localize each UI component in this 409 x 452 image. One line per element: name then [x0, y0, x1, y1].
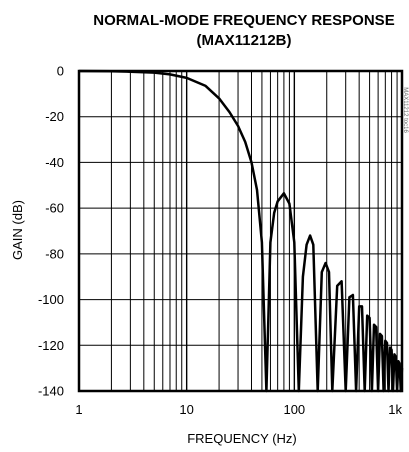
- plot-grid: [79, 71, 402, 391]
- y-tick-label: -140: [38, 384, 64, 399]
- side-code-label: MAX11212 toc16: [402, 87, 408, 133]
- x-tick-label: 1k: [388, 402, 402, 417]
- y-tick-label: 0: [57, 64, 64, 79]
- y-tick-label: -40: [45, 155, 64, 170]
- chart-title: NORMAL-MODE FREQUENCY RESPONSE: [93, 12, 394, 29]
- chart-subtitle: (MAX11212B): [196, 32, 291, 49]
- y-tick-label: -20: [45, 109, 64, 124]
- y-tick-label: -80: [45, 246, 64, 261]
- x-tick-label: 1: [75, 402, 82, 417]
- plot-frame: [77, 69, 404, 393]
- x-axis-label: FREQUENCY (Hz): [187, 431, 297, 446]
- x-tick-label: 100: [283, 402, 305, 417]
- y-tick-label: -60: [45, 201, 64, 216]
- x-tick-label: 10: [179, 402, 193, 417]
- x-tick-labels: 1 10 100 1k: [75, 402, 402, 417]
- y-tick-labels: 0 -20 -40 -60 -80 -100 -120 -140: [38, 64, 64, 399]
- y-tick-label: -120: [38, 338, 64, 353]
- y-axis-label: GAIN (dB): [10, 200, 25, 260]
- gain-response-curve: [78, 69, 404, 393]
- y-tick-label: -100: [38, 292, 64, 307]
